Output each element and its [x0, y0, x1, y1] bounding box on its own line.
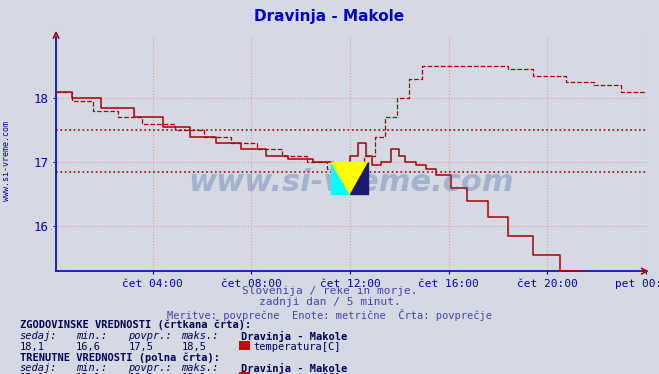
Text: Dravinja - Makole: Dravinja - Makole [254, 9, 405, 24]
Text: 15,1: 15,1 [20, 373, 45, 374]
Text: temperatura[C]: temperatura[C] [253, 342, 341, 352]
Text: min.:: min.: [76, 331, 107, 341]
Text: maks.:: maks.: [181, 331, 219, 341]
Text: maks.:: maks.: [181, 363, 219, 373]
Text: www.si-vreme.com: www.si-vreme.com [188, 168, 514, 197]
Text: 18,5: 18,5 [181, 342, 206, 352]
Text: sedaj:: sedaj: [20, 331, 57, 341]
Text: Meritve: povprečne  Enote: metrične  Črta: povprečje: Meritve: povprečne Enote: metrične Črta:… [167, 309, 492, 321]
Text: Dravinja - Makole: Dravinja - Makole [241, 363, 347, 374]
Text: Slovenija / reke in morje.: Slovenija / reke in morje. [242, 286, 417, 296]
Text: temperatura[C]: temperatura[C] [253, 373, 341, 374]
Text: povpr.:: povpr.: [129, 331, 172, 341]
Text: Dravinja - Makole: Dravinja - Makole [241, 331, 347, 342]
Text: 16,6: 16,6 [76, 342, 101, 352]
Polygon shape [350, 162, 368, 194]
Text: sedaj:: sedaj: [20, 363, 57, 373]
Text: TRENUTNE VREDNOSTI (polna črta):: TRENUTNE VREDNOSTI (polna črta): [20, 352, 219, 363]
Text: 16,8: 16,8 [129, 373, 154, 374]
Text: 17,5: 17,5 [129, 342, 154, 352]
Polygon shape [331, 162, 350, 194]
Text: 18,1: 18,1 [181, 373, 206, 374]
Text: min.:: min.: [76, 363, 107, 373]
Text: 18,1: 18,1 [20, 342, 45, 352]
Text: ZGODOVINSKE VREDNOSTI (črtkana črta):: ZGODOVINSKE VREDNOSTI (črtkana črta): [20, 320, 251, 330]
Text: 15,1: 15,1 [76, 373, 101, 374]
Text: povpr.:: povpr.: [129, 363, 172, 373]
Text: www.si-vreme.com: www.si-vreme.com [2, 121, 11, 201]
Text: zadnji dan / 5 minut.: zadnji dan / 5 minut. [258, 297, 401, 307]
Polygon shape [331, 162, 368, 194]
